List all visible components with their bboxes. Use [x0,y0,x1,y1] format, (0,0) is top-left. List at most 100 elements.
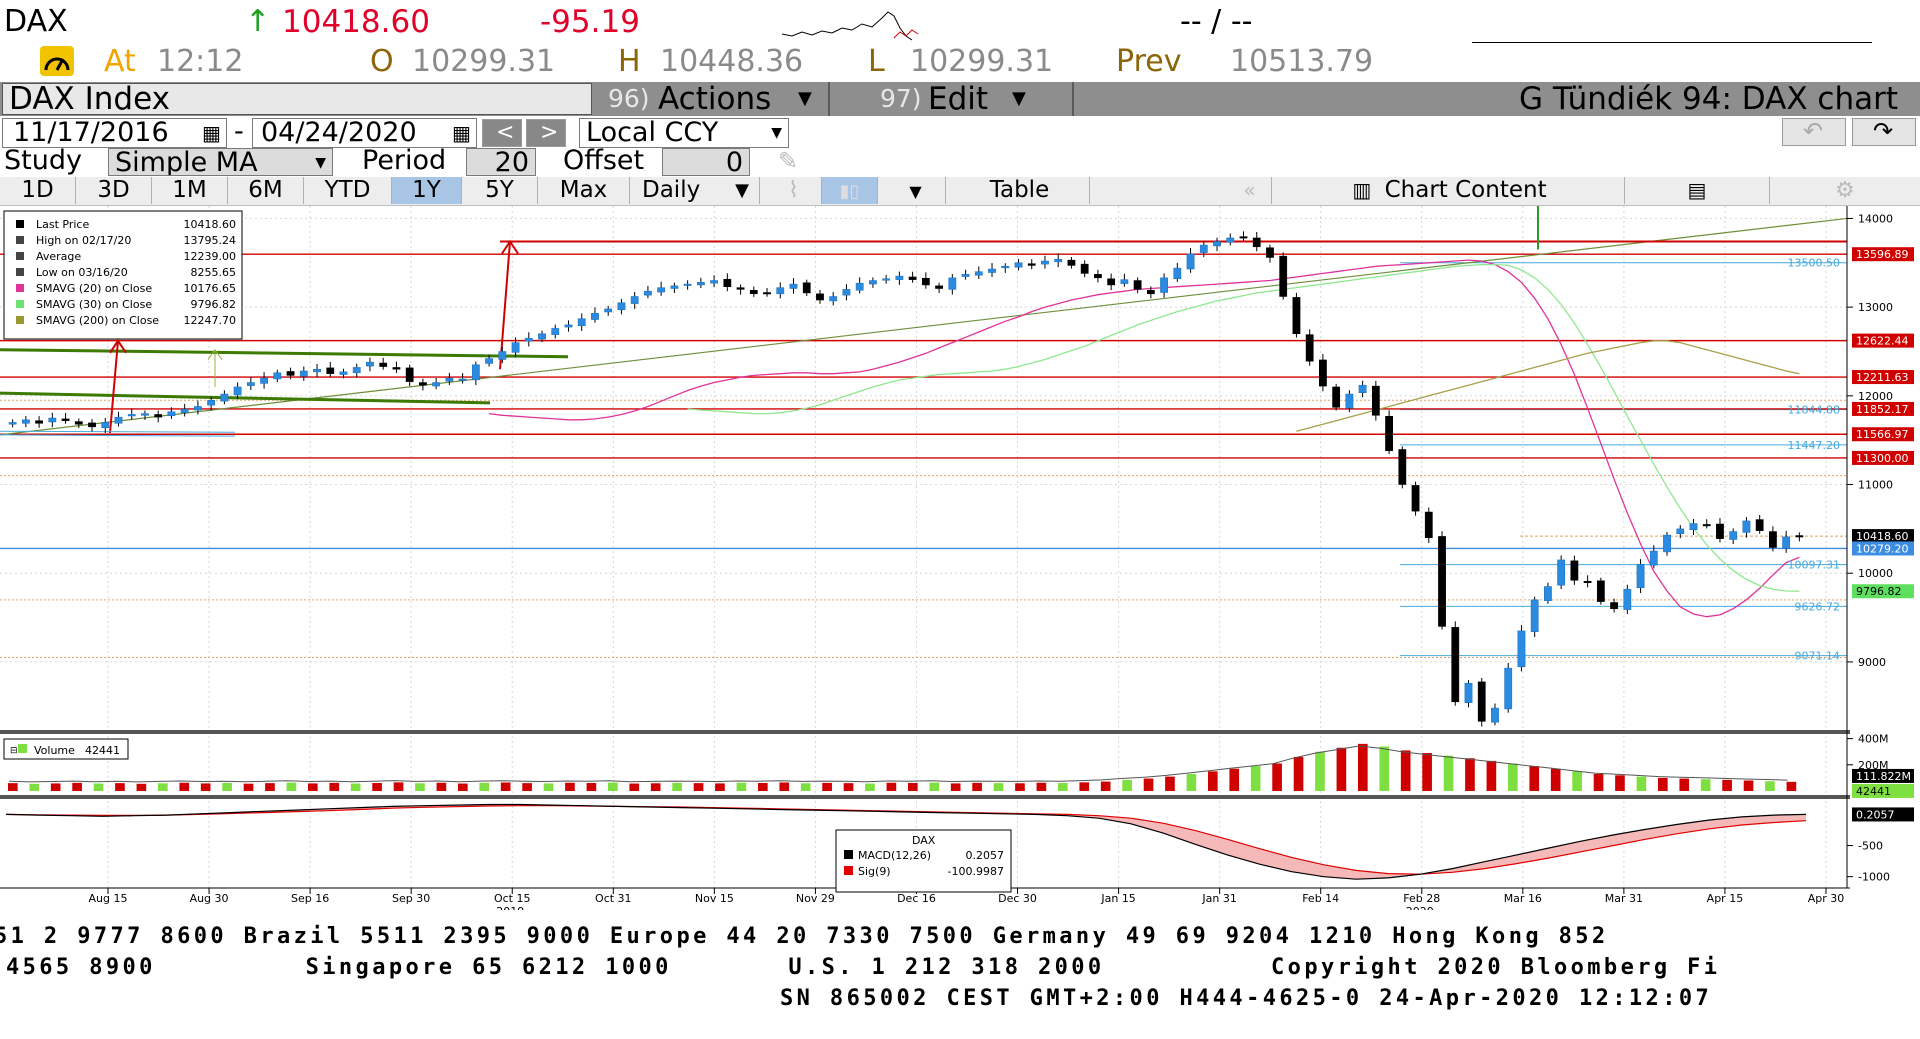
chart-content-button[interactable]: ▥ Chart Content [1275,177,1625,204]
price-chart[interactable]: Aug 15 Aug 30 Sep 16 Sep 30 Oct 15 Oct 31 Nov … [0,206,1920,910]
candle-body [35,420,43,424]
tab-range-1y[interactable]: 1Y [392,177,462,204]
level-label: 11447.20 [1788,439,1841,452]
candle-body [1557,559,1566,586]
candle-body [233,386,242,396]
legend-swatch [16,316,24,324]
chart-type-dropdown[interactable]: ▼ [886,177,946,204]
candle-body [405,367,414,382]
tab-range-5y[interactable]: 5Y [462,177,538,204]
legend-label: High on 02/17/20 [36,234,131,247]
year-label: 2019 [496,905,524,910]
range-tab-bar: 1D 3D 1M 6M YTD 1Y 5Y Max Daily ▼ ⌇ ▮▯ ▼… [0,177,1920,206]
frequency-select[interactable]: Daily ▼ [630,177,760,204]
candle-body [1411,485,1420,512]
candle-body [1491,707,1499,723]
candle-body [286,371,295,376]
candle-body [1239,236,1248,239]
study-select[interactable]: Simple MA ▼ [108,148,333,176]
tab-range-1m[interactable]: 1M [152,177,228,204]
speedometer-icon[interactable] [40,46,74,76]
volume-bar [136,783,147,791]
undo-button[interactable]: ↶ [1782,117,1846,146]
macd-line [5,803,1807,880]
level-label: 10097.31 [1788,559,1841,572]
currency-select[interactable]: Local CCY ▼ [579,118,789,148]
level-label-box [1852,584,1914,599]
level-label: 11852.17 [1856,403,1909,416]
level-label: 10418.60 [1856,530,1909,543]
prev-period-button[interactable]: < [482,119,522,147]
candle-body [101,422,110,429]
candle-body [1782,536,1791,549]
settings-button[interactable]: ⚙ [1770,177,1920,204]
level-label-box [1852,370,1914,385]
line-chart-type-button[interactable]: ⌇ [766,177,822,204]
cyan-support [0,434,236,437]
candle-body [802,282,811,294]
chart-content-label: Chart Content [1384,177,1547,203]
chart-content-icon: ▥ [1352,178,1372,202]
start-calendar-icon[interactable]: ▦ [202,121,221,145]
volume-bar [308,783,318,791]
period-field[interactable]: 20 [466,148,536,176]
edit-number: 97) [880,84,922,113]
volume-label: Volume [34,744,75,757]
volume-label-box [1852,768,1914,783]
candle-body [1160,277,1168,293]
candle-body [1385,415,1393,452]
tab-range-max[interactable]: Max [538,177,630,204]
table-button[interactable]: Table [950,177,1090,204]
tab-range-ytd[interactable]: YTD [304,177,392,204]
actions-menu[interactable]: 96) Actions ▼ [598,82,830,116]
candle-body [1689,523,1698,531]
candle-body [617,302,626,311]
candle-body [1014,262,1023,268]
x-tick-label: Nov 15 [695,892,734,905]
candle-body [696,282,705,286]
candle-body [141,413,149,416]
edit-menu[interactable]: 97) Edit ▼ [832,82,1074,116]
candlestick-icon: ▮▯ [839,181,860,202]
redo-button[interactable]: ↷ [1852,117,1916,146]
low-label: L [868,44,885,79]
y-tick-label: 10000 [1858,567,1893,580]
security-field[interactable]: DAX Index [2,83,592,115]
start-date-field[interactable]: 11/17/2016 [2,118,227,148]
x-tick-label: Mar 31 [1605,892,1643,905]
candle-body [419,382,427,386]
tab-range-3d[interactable]: 3D [76,177,152,204]
candle-body [538,333,546,340]
volume-bar [458,783,468,791]
volume-bar [800,783,811,791]
period-label: Period [362,145,447,176]
candle-chart-type-button[interactable]: ▮▯ [822,177,878,204]
annotate-button[interactable]: ▤ [1625,177,1770,204]
candle-body [379,362,388,367]
high-label: H [618,44,641,79]
offset-field[interactable]: 0 [662,148,750,176]
collapse-button[interactable]: « [1228,177,1272,204]
next-period-button[interactable]: > [526,119,566,147]
candle-body [127,414,136,417]
pencil-icon[interactable]: ✎ [778,147,799,175]
volume-tick-label: 200M [1858,759,1889,772]
tab-range-1d[interactable]: 1D [0,177,76,204]
volume-bar [993,783,1004,791]
level-label: 9626.72 [1795,600,1841,613]
edit-label: Edit [928,81,989,117]
candle-body [1451,627,1460,703]
candle-body [1001,266,1010,269]
candle-body [1345,393,1354,409]
legend-swatch [16,236,24,244]
candle-body [749,290,758,295]
volume-bar [1529,766,1540,791]
x-tick-label: Sep 16 [291,892,329,905]
end-date-field[interactable]: 04/24/2020 [252,118,477,148]
footer-session-line: SN 865002 CEST GMT+2:00 H444-4625-0 24-A… [780,986,1713,1011]
end-calendar-icon[interactable]: ▦ [452,121,471,145]
candle-body [1041,260,1049,265]
tab-range-6m[interactable]: 6M [228,177,304,204]
volume-bar [1250,766,1261,791]
candle-body [895,275,904,280]
